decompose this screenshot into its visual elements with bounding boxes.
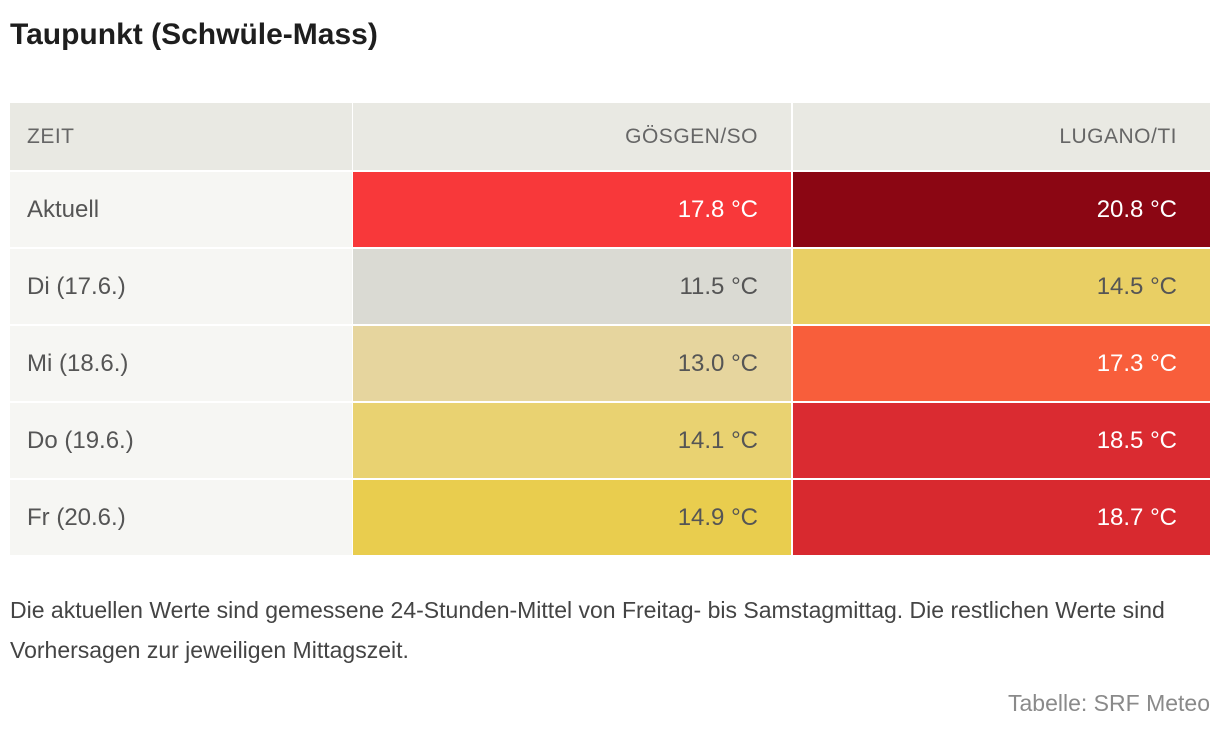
- chart-title: Taupunkt (Schwüle-Mass): [10, 18, 378, 51]
- column-divider: [352, 103, 353, 170]
- value-cell-lugano: 17.3 °C: [793, 326, 1210, 401]
- table-row: Fr (20.6.) 14.9 °C 18.7 °C: [10, 478, 1210, 555]
- column-header-zeit: ZEIT: [10, 103, 352, 170]
- value-cell-lugano: 14.5 °C: [793, 249, 1210, 324]
- value-cell-goesgen: 13.0 °C: [353, 326, 791, 401]
- column-divider: [352, 480, 353, 555]
- row-label-zeit: Fr (20.6.): [10, 480, 352, 555]
- table-row: Do (19.6.) 14.1 °C 18.5 °C: [10, 401, 1210, 478]
- value-cell-lugano: 18.7 °C: [793, 480, 1210, 555]
- table-header-row: ZEIT GÖSGEN/SO LUGANO/TI: [10, 103, 1210, 170]
- value-cell-goesgen: 14.1 °C: [353, 403, 791, 478]
- column-divider: [791, 480, 793, 555]
- row-label-zeit: Do (19.6.): [10, 403, 352, 478]
- value-cell-lugano: 18.5 °C: [793, 403, 1210, 478]
- column-divider: [791, 103, 793, 170]
- value-cell-goesgen: 11.5 °C: [353, 249, 791, 324]
- row-label-zeit: Aktuell: [10, 172, 352, 247]
- table-source: Tabelle: SRF Meteo: [1008, 690, 1210, 716]
- table-row: Di (17.6.) 11.5 °C 14.5 °C: [10, 247, 1210, 324]
- row-label-zeit: Mi (18.6.): [10, 326, 352, 401]
- table-body: Aktuell 17.8 °C 20.8 °C Di (17.6.) 11.5 °C 14…: [10, 170, 1210, 555]
- column-divider: [791, 249, 793, 324]
- dewpoint-table: ZEIT GÖSGEN/SO LUGANO/TI Aktuell 17.8 °C 2…: [10, 103, 1210, 555]
- column-divider: [352, 403, 353, 478]
- table-note: Die aktuellen Werte sind gemessene 24-St…: [10, 597, 1165, 663]
- column-header-lugano: LUGANO/TI: [1059, 124, 1177, 148]
- column-divider: [352, 326, 353, 401]
- column-divider: [352, 249, 353, 324]
- value-cell-lugano: 20.8 °C: [793, 172, 1210, 247]
- row-label-zeit: Di (17.6.): [10, 249, 352, 324]
- column-divider: [791, 403, 793, 478]
- column-divider: [791, 172, 793, 247]
- value-cell-goesgen: 14.9 °C: [353, 480, 791, 555]
- column-header-goesgen: GÖSGEN/SO: [625, 124, 758, 148]
- table-row: Mi (18.6.) 13.0 °C 17.3 °C: [10, 324, 1210, 401]
- table-row: Aktuell 17.8 °C 20.8 °C: [10, 170, 1210, 247]
- value-cell-goesgen: 17.8 °C: [353, 172, 791, 247]
- column-divider: [791, 326, 793, 401]
- column-divider: [352, 172, 353, 247]
